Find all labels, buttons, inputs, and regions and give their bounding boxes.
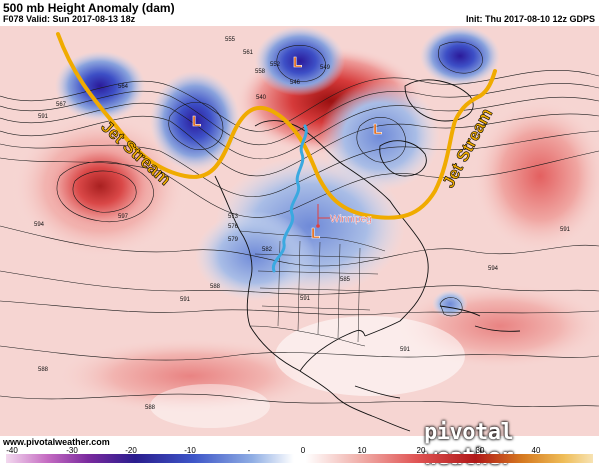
contour-label: 555 bbox=[225, 37, 236, 43]
contour-label: 564 bbox=[118, 84, 129, 90]
political-borders bbox=[239, 230, 386, 347]
contour-label: 558 bbox=[255, 69, 266, 75]
contour-label: 579 bbox=[228, 237, 239, 243]
init-time: Init: Thu 2017-08-10 12z GDPS bbox=[465, 14, 595, 24]
contour-label: 576 bbox=[228, 224, 239, 230]
contour-label: 549 bbox=[320, 65, 331, 71]
contour-label: 591 bbox=[300, 296, 311, 302]
winnipeg-marker: Winnipeg bbox=[316, 204, 372, 228]
contour-label: 573 bbox=[228, 214, 239, 220]
contour-label: 588 bbox=[38, 367, 49, 373]
contour-label: 561 bbox=[243, 50, 254, 56]
contour-label: 546 bbox=[290, 80, 301, 86]
contour-label: 540 bbox=[256, 95, 267, 101]
contour-label: 591 bbox=[400, 347, 411, 353]
colorbar-tick: 10 bbox=[357, 446, 367, 455]
winnipeg-label: Winnipeg bbox=[330, 214, 372, 225]
header: 500 mb Height Anomaly (dam) F078 Valid: … bbox=[0, 0, 599, 26]
valid-time: F078 Valid: Sun 2017-08-13 18z bbox=[3, 14, 136, 24]
low-markers: L L L L bbox=[192, 54, 383, 243]
low-marker: L bbox=[311, 225, 320, 242]
colorbar-tick: 0 bbox=[300, 446, 306, 455]
contour-label: 597 bbox=[118, 214, 129, 220]
contour-label: 591 bbox=[560, 227, 571, 233]
contour-label: 585 bbox=[340, 277, 351, 283]
colorbar-tick: -30 bbox=[66, 446, 78, 455]
anomaly-colorbar bbox=[6, 454, 593, 463]
contour-label: 594 bbox=[34, 222, 45, 228]
colorbar-tick: -10 bbox=[184, 446, 196, 455]
contour-label: 591 bbox=[38, 114, 49, 120]
colorbar-tick: 30 bbox=[475, 446, 485, 455]
contour-label: 588 bbox=[145, 405, 156, 411]
contour-labels: 555 564 561 558 552 546 540 549 567 573 … bbox=[34, 37, 571, 411]
trough-flow-line bbox=[271, 124, 308, 273]
height-anomaly-map: 555 564 561 558 552 546 540 549 567 573 … bbox=[0, 26, 599, 436]
contour-label: 567 bbox=[56, 102, 67, 108]
low-marker: L bbox=[192, 113, 201, 130]
low-marker: L bbox=[293, 54, 302, 71]
site-url: www.pivotalweather.com bbox=[3, 437, 110, 447]
map-title: 500 mb Height Anomaly (dam) bbox=[3, 1, 175, 15]
contour-label: 552 bbox=[270, 62, 281, 68]
contour-label: 588 bbox=[210, 284, 221, 290]
colorbar-tick: -20 bbox=[125, 446, 137, 455]
contour-label: 582 bbox=[262, 247, 273, 253]
colorbar-tick: 40 bbox=[531, 446, 541, 455]
jet-stream-line bbox=[56, 32, 497, 220]
contour-label: 591 bbox=[180, 297, 191, 303]
height-contours bbox=[0, 41, 599, 408]
colorbar-tick: - bbox=[247, 446, 251, 455]
colorbar-tick: 20 bbox=[416, 446, 426, 455]
low-marker: L bbox=[373, 121, 382, 138]
contour-label: 594 bbox=[488, 266, 499, 272]
colorbar-tick: -40 bbox=[6, 446, 18, 455]
coastlines bbox=[214, 79, 521, 432]
